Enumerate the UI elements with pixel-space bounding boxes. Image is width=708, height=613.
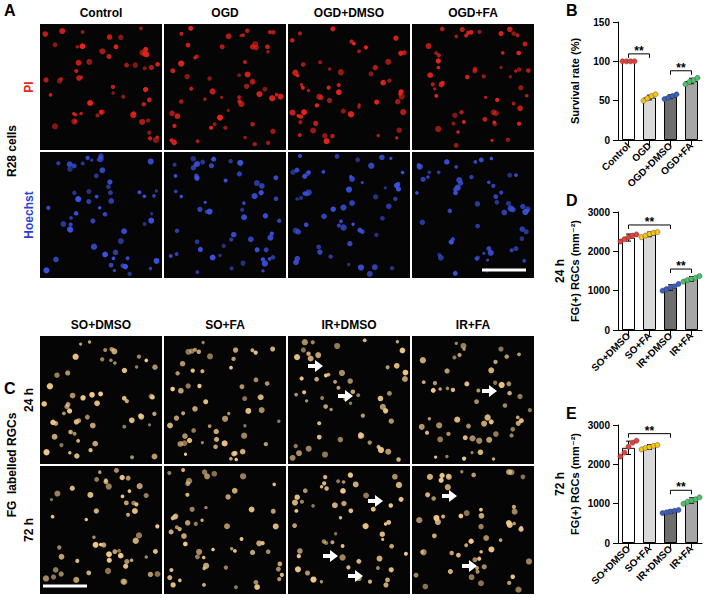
svg-text:D: D xyxy=(566,192,578,209)
svg-text:24 h: 24 h xyxy=(22,388,36,412)
svg-text:C: C xyxy=(4,380,16,397)
svg-text:72 h: 72 h xyxy=(553,472,567,496)
svg-text:Hoechst: Hoechst xyxy=(22,191,36,238)
svg-text:0: 0 xyxy=(604,135,610,146)
svg-text:SO+FA: SO+FA xyxy=(622,330,654,362)
svg-text:OGD+DMSO: OGD+DMSO xyxy=(314,6,384,20)
svg-text:24 h: 24 h xyxy=(553,259,567,283)
svg-text:IR+FA: IR+FA xyxy=(456,318,491,332)
svg-text:IR+FA: IR+FA xyxy=(667,330,695,358)
svg-text:Survival rate (%): Survival rate (%) xyxy=(569,38,581,125)
svg-text:OGD+FA: OGD+FA xyxy=(658,140,695,177)
svg-text:IR+DMSO: IR+DMSO xyxy=(321,318,376,332)
svg-text:IR+DMSO: IR+DMSO xyxy=(634,330,675,371)
svg-text:OGD+DMSO: OGD+DMSO xyxy=(625,140,675,190)
svg-text:3000: 3000 xyxy=(588,420,611,431)
svg-text:2000: 2000 xyxy=(588,246,611,257)
svg-text:3000: 3000 xyxy=(588,207,611,218)
svg-text:FG(+) RGCs (mm⁻²): FG(+) RGCs (mm⁻²) xyxy=(569,433,581,535)
svg-text:0: 0 xyxy=(604,325,610,336)
svg-text:100: 100 xyxy=(593,56,610,67)
svg-text:0: 0 xyxy=(604,538,610,549)
svg-text:A: A xyxy=(4,2,16,19)
svg-text:50: 50 xyxy=(599,95,611,106)
svg-text:SO+DMSO: SO+DMSO xyxy=(589,330,633,374)
svg-text:SO+DMSO: SO+DMSO xyxy=(589,543,633,587)
svg-text:SO+DMSO: SO+DMSO xyxy=(71,318,131,332)
svg-text:**: ** xyxy=(676,480,686,494)
svg-text:150: 150 xyxy=(593,17,610,28)
svg-text:IR+DMSO: IR+DMSO xyxy=(634,543,675,584)
svg-text:Control: Control xyxy=(80,6,123,20)
svg-text:E: E xyxy=(566,405,577,422)
svg-text:FG(+) RGCs (mm⁻²): FG(+) RGCs (mm⁻²) xyxy=(569,220,581,322)
svg-text:OGD+FA: OGD+FA xyxy=(448,6,498,20)
svg-text:IR+FA: IR+FA xyxy=(667,543,695,571)
svg-text:B: B xyxy=(566,2,578,19)
svg-text:PI: PI xyxy=(22,81,36,92)
svg-text:72 h: 72 h xyxy=(22,518,36,542)
svg-text:SO+FA: SO+FA xyxy=(205,318,245,332)
svg-text:R28 cells: R28 cells xyxy=(5,125,19,177)
svg-text:Control: Control xyxy=(600,140,633,173)
svg-text:OGD: OGD xyxy=(211,6,239,20)
svg-text:2000: 2000 xyxy=(588,459,611,470)
svg-text:**: ** xyxy=(676,259,686,273)
svg-text:**: ** xyxy=(634,44,644,58)
svg-text:1000: 1000 xyxy=(588,498,611,509)
svg-text:OGD: OGD xyxy=(629,140,654,164)
svg-text:**: ** xyxy=(645,215,655,229)
svg-text:FG labelled RGCs: FG labelled RGCs xyxy=(5,412,19,517)
svg-text:1000: 1000 xyxy=(588,285,611,296)
svg-text:**: ** xyxy=(676,61,686,75)
svg-text:SO+FA: SO+FA xyxy=(622,543,654,575)
svg-text:**: ** xyxy=(645,424,655,438)
